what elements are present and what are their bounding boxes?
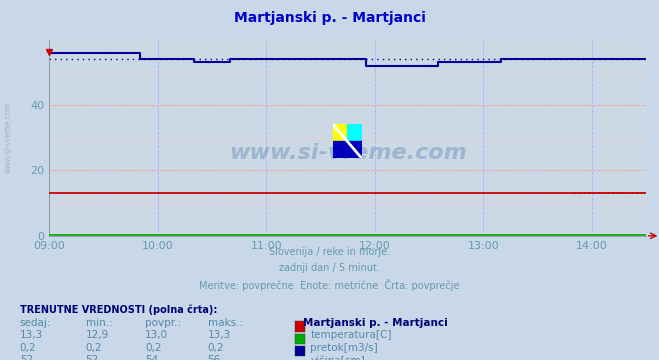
Bar <box>333 141 362 158</box>
Text: Martjanski p. - Martjanci: Martjanski p. - Martjanci <box>233 11 426 25</box>
Text: pretok[m3/s]: pretok[m3/s] <box>310 343 378 353</box>
Text: 0,2: 0,2 <box>145 343 161 353</box>
Text: TRENUTNE VREDNOSTI (polna črta):: TRENUTNE VREDNOSTI (polna črta): <box>20 304 217 315</box>
Text: Martjanski p. - Martjanci: Martjanski p. - Martjanci <box>303 318 448 328</box>
Text: Slovenija / reke in morje.: Slovenija / reke in morje. <box>269 247 390 257</box>
Text: zadnji dan / 5 minut.: zadnji dan / 5 minut. <box>279 263 380 273</box>
Text: 0,2: 0,2 <box>20 343 36 353</box>
Text: 0,2: 0,2 <box>208 343 224 353</box>
Text: 13,3: 13,3 <box>208 330 231 341</box>
Text: www.si-vreme.com: www.si-vreme.com <box>4 101 13 173</box>
Text: 56: 56 <box>208 355 221 360</box>
Bar <box>347 124 362 141</box>
Text: temperatura[C]: temperatura[C] <box>310 330 392 341</box>
Text: 0,2: 0,2 <box>86 343 102 353</box>
Text: višina[cm]: višina[cm] <box>310 355 365 360</box>
Text: povpr.:: povpr.: <box>145 318 181 328</box>
Text: 12,9: 12,9 <box>86 330 109 341</box>
Text: 13,3: 13,3 <box>20 330 43 341</box>
Text: 52: 52 <box>20 355 33 360</box>
Text: maks.:: maks.: <box>208 318 243 328</box>
Text: 54: 54 <box>145 355 158 360</box>
Text: Meritve: povprečne  Enote: metrične  Črta: povprečje: Meritve: povprečne Enote: metrične Črta:… <box>199 279 460 291</box>
Text: 52: 52 <box>86 355 99 360</box>
Bar <box>333 124 347 141</box>
Text: 13,0: 13,0 <box>145 330 168 341</box>
Text: www.si-vreme.com: www.si-vreme.com <box>229 143 467 163</box>
Text: min.:: min.: <box>86 318 113 328</box>
Text: sedaj:: sedaj: <box>20 318 51 328</box>
